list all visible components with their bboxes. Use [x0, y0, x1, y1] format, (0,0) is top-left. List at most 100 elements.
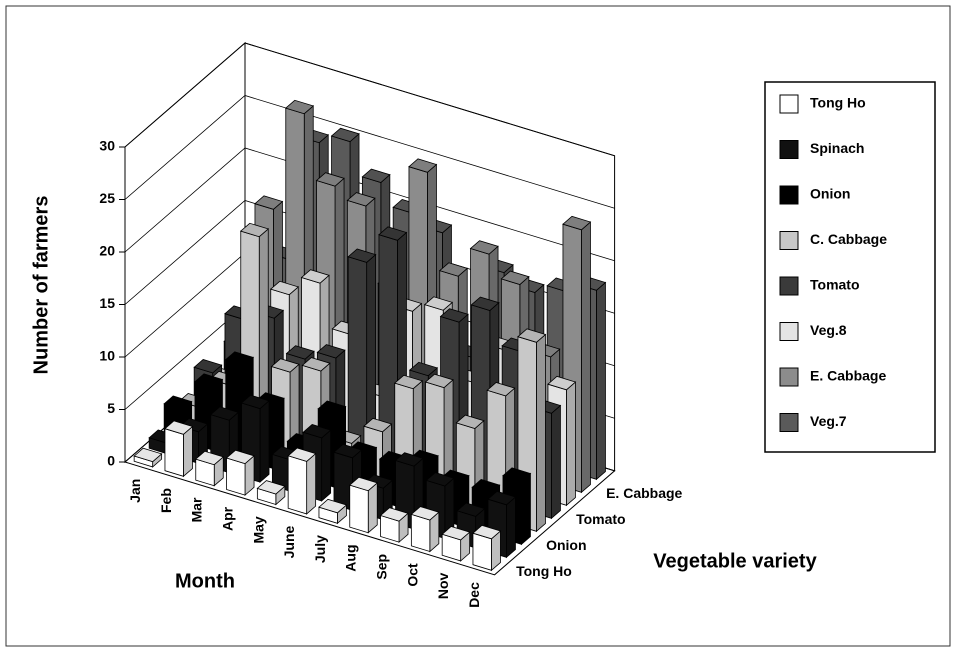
y-tick-label: 25 — [99, 190, 115, 206]
bar-top — [425, 472, 455, 487]
bar-top — [300, 269, 330, 284]
bar-top — [164, 420, 194, 435]
bar-top — [285, 345, 315, 360]
bar — [410, 506, 440, 553]
bar-top — [302, 424, 332, 439]
legend-swatch — [779, 185, 799, 205]
y-tick-label: 10 — [99, 348, 115, 364]
bar-top — [423, 296, 454, 311]
legend-label: Veg.8 — [810, 322, 847, 338]
x-tick-label: Apr — [220, 506, 236, 531]
legend-label: E. Cabbage — [810, 368, 886, 384]
bar-top — [317, 400, 347, 415]
x-tick-label: Feb — [158, 488, 174, 513]
bar-top — [455, 414, 485, 429]
bar-top — [133, 447, 163, 463]
legend-swatch — [779, 367, 799, 387]
bar-top — [547, 375, 577, 391]
y-axis-title: Number of farmers — [30, 196, 52, 375]
y-tick-label: 15 — [99, 295, 115, 311]
z-axis-title: Vegetable variety — [653, 550, 817, 572]
bar-side — [367, 482, 378, 534]
bar-top — [502, 467, 532, 482]
bar-front — [410, 513, 431, 553]
legend-label: Tomato — [810, 277, 860, 293]
legend-label: Spinach — [810, 140, 864, 156]
bar-top — [315, 172, 345, 187]
legend-swatch — [779, 276, 799, 296]
x-axis-title: Month — [175, 570, 235, 592]
bar — [425, 472, 455, 540]
bar-side — [183, 425, 193, 478]
bar-front — [349, 484, 369, 534]
bar-top — [240, 394, 270, 410]
bar-top — [301, 357, 331, 372]
bar-side — [566, 381, 576, 507]
bar-side — [259, 399, 270, 483]
legend-swatch — [779, 94, 799, 114]
bar-top — [408, 361, 439, 377]
bar-top — [410, 506, 440, 521]
bar — [318, 498, 348, 525]
y-tick-label: 20 — [99, 243, 115, 259]
bar-top — [424, 373, 454, 389]
bar-top — [163, 395, 193, 410]
bar-top — [287, 447, 317, 462]
bar-top — [269, 280, 300, 296]
bar-top — [393, 374, 424, 390]
bar-side — [581, 221, 591, 494]
bar-top — [209, 406, 240, 421]
bar-top — [438, 262, 469, 277]
bar-side — [306, 452, 317, 515]
bar-top — [486, 382, 516, 397]
legend-label: Veg.7 — [810, 413, 847, 429]
legend-swatch — [779, 140, 799, 159]
bar-side — [596, 281, 606, 481]
bar-front — [472, 532, 492, 571]
bar-top — [256, 480, 286, 495]
z-tick-label: E. Cabbage — [606, 485, 682, 501]
z-tick-label: Onion — [546, 537, 586, 553]
bar — [164, 420, 194, 478]
legend-label: C. Cabbage — [810, 231, 887, 247]
legend-label: Tong Ho — [810, 95, 866, 111]
x-tick-label: July — [312, 535, 328, 563]
bar — [441, 526, 471, 562]
bar-front — [287, 455, 308, 515]
y-tick-label: 5 — [107, 400, 115, 416]
bar-top — [517, 328, 547, 343]
bar-top — [318, 498, 348, 514]
bar-top — [239, 222, 270, 238]
legend-box — [764, 81, 936, 453]
bar-top — [500, 270, 530, 285]
bar-front — [226, 457, 246, 496]
x-tick-label: Sep — [374, 554, 390, 580]
bar-top — [270, 358, 300, 373]
bar-top — [439, 308, 469, 323]
bar-top — [348, 476, 379, 492]
bar-top — [470, 296, 500, 311]
bar-top — [361, 168, 391, 183]
grid-line — [124, 42, 615, 157]
bar-top — [224, 351, 255, 366]
legend-swatch — [779, 413, 799, 432]
grid-line — [124, 147, 615, 262]
bar-top — [441, 526, 471, 541]
legend-swatch — [779, 231, 799, 250]
bar — [379, 507, 409, 543]
z-tick-label: Tong Ho — [516, 563, 572, 579]
bar-top — [225, 449, 255, 465]
bar — [472, 524, 502, 572]
bar-side — [506, 496, 516, 559]
bar-top — [456, 502, 486, 517]
bar-top — [316, 344, 346, 359]
bar-top — [379, 507, 409, 522]
x-tick-label: Jan — [127, 479, 143, 503]
bar — [348, 476, 379, 534]
bar-side — [521, 472, 531, 546]
bar-top — [408, 158, 438, 173]
legend-label: Onion — [810, 186, 850, 202]
bar-top — [471, 479, 501, 494]
bar-top — [194, 373, 224, 388]
bar-top — [346, 192, 376, 207]
